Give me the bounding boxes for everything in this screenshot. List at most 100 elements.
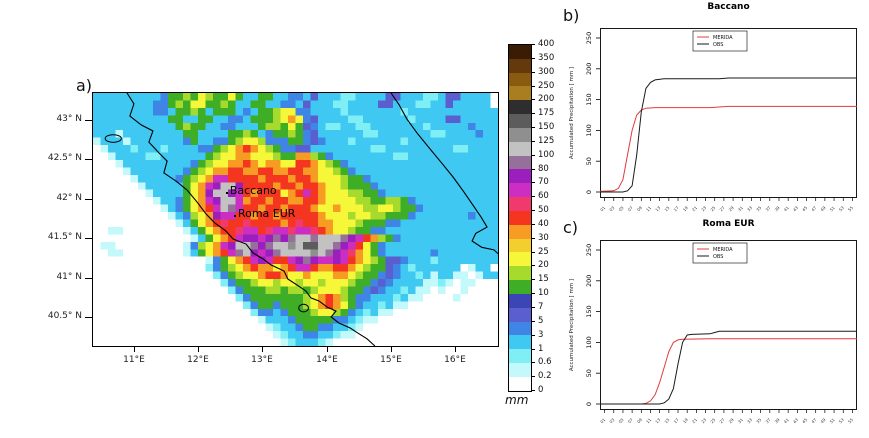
colorbar-tick xyxy=(531,390,535,391)
y-tick-label: 100 xyxy=(585,336,593,348)
colorbar-tick xyxy=(531,293,535,295)
lon-tick-label: 12°E xyxy=(187,355,209,365)
colorbar-cell xyxy=(509,321,531,336)
legend-box xyxy=(692,242,748,264)
colorbar-tick-label: 30 xyxy=(538,232,549,243)
colorbar-tick-label: 50 xyxy=(538,205,549,216)
x-tick-label: 21 xyxy=(691,205,698,212)
lat-tick-label: 41° N xyxy=(56,272,82,282)
x-tick-label: 17 xyxy=(673,205,680,212)
station-label: Baccano xyxy=(229,183,277,197)
colorbar-tick xyxy=(531,140,535,142)
colorbar-cell xyxy=(509,127,531,142)
colorbar-tick-label: 350 xyxy=(538,52,555,63)
x-tick-label: 49 xyxy=(819,205,826,212)
x-tick-label: 31 xyxy=(737,417,744,424)
x-tick-label: 53 xyxy=(838,205,845,212)
lat-tick xyxy=(85,199,92,200)
adriatic-coastline xyxy=(391,93,498,254)
x-tick-label: 31 xyxy=(737,205,744,212)
lat-tick-label: 42.5° N xyxy=(47,153,82,163)
precipitation-map: Baccano Roma EUR xyxy=(92,92,499,347)
colorbar-tick xyxy=(531,265,535,267)
colorbar-tick xyxy=(531,210,535,212)
y-tick-label: 150 xyxy=(585,93,593,105)
x-tick-label: 11 xyxy=(645,417,652,424)
colorbar-tick-label: 300 xyxy=(538,66,555,77)
x-tick-label: 19 xyxy=(682,417,689,424)
lon-tick-label: 14°E xyxy=(316,355,338,365)
x-tick-label: 15 xyxy=(663,417,670,424)
lon-tick-label: 13°E xyxy=(251,355,273,365)
x-tick-label: 07 xyxy=(627,417,634,424)
x-tick-label: 35 xyxy=(755,205,762,212)
colorbar-tick-label: 125 xyxy=(538,135,555,146)
colorbar-tick-label: 0.2 xyxy=(538,371,552,382)
colorbar-tick-label: 200 xyxy=(538,94,555,105)
x-tick-label: 17 xyxy=(673,417,680,424)
lon-tick xyxy=(198,346,199,352)
x-tick-label: 49 xyxy=(819,417,826,424)
colorbar-cell xyxy=(509,224,531,239)
series-obs xyxy=(600,77,857,193)
x-tick-label: 13 xyxy=(654,205,661,212)
colorbar-tick-label: 80 xyxy=(538,163,549,174)
legend-label-obs: OBS xyxy=(713,254,723,260)
colorbar-tick xyxy=(531,154,535,156)
y-tick-label: 50 xyxy=(585,369,593,377)
colorbar-cell xyxy=(509,266,531,281)
lat-tick xyxy=(85,238,92,239)
station-label: Roma EUR xyxy=(237,206,296,220)
x-tick-label: 33 xyxy=(746,417,753,424)
colorbar-tick xyxy=(531,376,535,378)
colorbar-cell xyxy=(509,58,531,73)
lon-tick xyxy=(262,346,263,352)
y-tick-label: 0 xyxy=(585,402,593,406)
x-tick-label: 11 xyxy=(645,205,652,212)
x-tick-label: 07 xyxy=(627,205,634,212)
y-tick-label: 200 xyxy=(585,275,593,287)
legend-label-merida: MERIDA xyxy=(713,35,733,41)
x-tick-label: 27 xyxy=(718,205,725,212)
x-tick-label: 35 xyxy=(755,417,762,424)
y-tick-label: 150 xyxy=(585,305,593,317)
x-tick-label: 55 xyxy=(847,417,854,424)
colorbar-tick xyxy=(531,348,535,350)
coastline-overlay xyxy=(93,93,498,346)
colorbar-tick xyxy=(531,334,535,336)
colorbar-cell xyxy=(509,100,531,115)
colorbar-tick xyxy=(531,196,535,198)
colorbar-tick xyxy=(531,99,535,101)
lat-tick xyxy=(85,120,92,121)
colorbar-cell xyxy=(509,183,531,198)
colorbar-cell xyxy=(509,155,531,170)
colorbar-cell xyxy=(509,114,531,128)
y-tick-label: 200 xyxy=(585,63,593,75)
colorbar-cell xyxy=(509,86,531,101)
colorbar-tick-label: 60 xyxy=(538,191,549,202)
colorbar-unit: mm xyxy=(505,393,529,407)
x-tick-label: 09 xyxy=(636,205,643,212)
colorbar-tick-label: 70 xyxy=(538,177,549,188)
colorbar-cell xyxy=(509,252,531,267)
colorbar-tick xyxy=(531,168,535,170)
x-tick-label: 25 xyxy=(709,417,716,424)
colorbar-tick xyxy=(531,113,535,115)
chart-c-title: Roma EUR xyxy=(702,219,755,229)
colorbar-tick xyxy=(531,251,535,253)
colorbar-tick-label: 0 xyxy=(538,385,544,395)
colorbar-cell xyxy=(509,349,531,364)
colorbar-cell xyxy=(509,335,531,350)
x-tick-label: 43 xyxy=(792,417,799,424)
x-tick-label: 05 xyxy=(618,417,625,424)
colorbar-tick xyxy=(531,279,535,281)
colorbar-cell xyxy=(509,169,531,184)
colorbar-cell xyxy=(509,197,531,211)
x-tick-label: 27 xyxy=(718,417,725,424)
legend-label-obs: OBS xyxy=(713,42,723,48)
plot-border xyxy=(600,28,857,198)
colorbar-cell xyxy=(509,72,531,87)
colorbar-cell xyxy=(509,45,531,59)
